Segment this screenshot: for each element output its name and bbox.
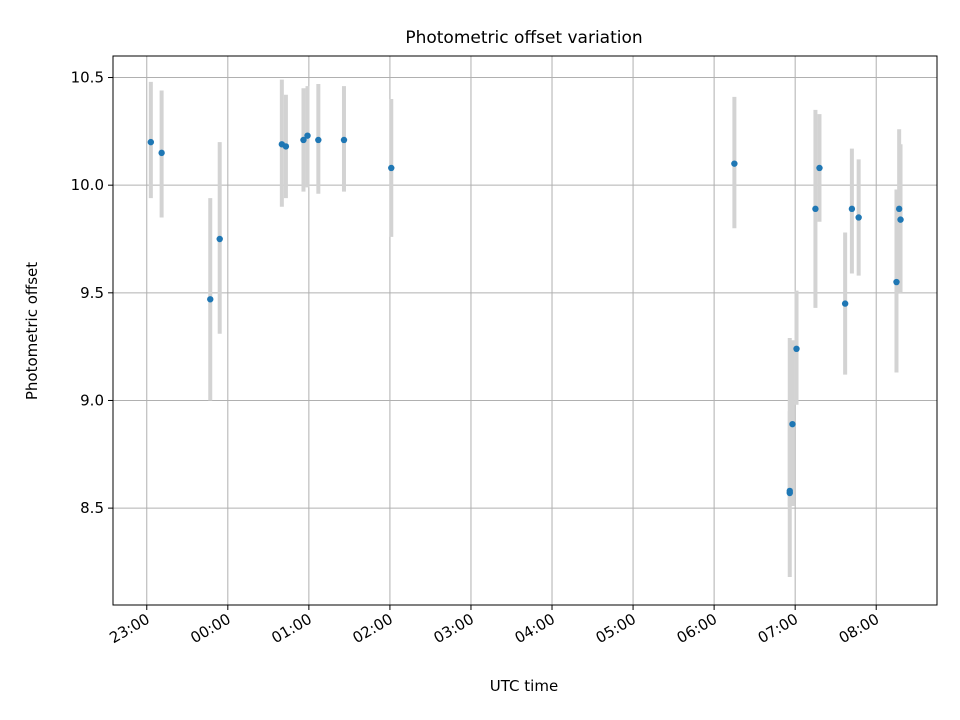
data-point xyxy=(300,136,307,144)
data-point xyxy=(841,300,849,307)
x-tick-label: 23:00 xyxy=(106,610,152,647)
data-point xyxy=(282,143,290,150)
x-tick-label: 02:00 xyxy=(349,610,395,647)
data-point xyxy=(158,149,165,157)
data-point xyxy=(147,138,155,146)
data-point xyxy=(315,136,322,144)
data-point xyxy=(207,296,214,303)
data-point xyxy=(388,164,395,172)
y-axis-label: Photometric offset xyxy=(23,262,41,400)
data-point xyxy=(895,205,903,213)
data-point xyxy=(897,216,904,223)
data-point xyxy=(893,278,900,286)
x-tick-label: 00:00 xyxy=(187,610,233,647)
data-points xyxy=(147,132,904,497)
plot-frame xyxy=(112,55,938,606)
data-point xyxy=(793,345,800,352)
x-axis-label: UTC time xyxy=(490,677,558,695)
x-tick-label: 08:00 xyxy=(836,610,882,647)
x-tick-label: 03:00 xyxy=(431,610,477,647)
x-tick-label: 01:00 xyxy=(268,610,314,647)
y-tick-label: 9.0 xyxy=(80,391,104,409)
data-point xyxy=(855,214,862,221)
grid-lines xyxy=(113,56,937,605)
data-point xyxy=(731,160,738,167)
y-tick-label: 9.5 xyxy=(80,284,104,302)
y-tick-label: 10.5 xyxy=(71,69,104,87)
x-tick-label: 05:00 xyxy=(593,610,639,647)
error-bars xyxy=(148,79,903,578)
y-tick-label: 8.5 xyxy=(80,499,104,517)
x-tick-label: 07:00 xyxy=(755,610,801,647)
axis-ticks: 23:00 00:00 01:00 02:00 03:00 04:00 05:00 06:00… xyxy=(71,69,883,648)
x-tick-label: 06:00 xyxy=(674,610,720,647)
data-point xyxy=(812,205,819,213)
x-tick-label: 04:00 xyxy=(512,610,558,647)
data-point xyxy=(848,205,856,213)
data-point xyxy=(216,235,223,243)
y-tick-label: 10.0 xyxy=(71,176,104,194)
data-point xyxy=(789,420,796,428)
data-point xyxy=(304,132,311,139)
chart-title: Photometric offset variation xyxy=(405,28,642,48)
data-point xyxy=(786,489,793,497)
data-point xyxy=(816,164,823,172)
data-point xyxy=(340,136,348,144)
